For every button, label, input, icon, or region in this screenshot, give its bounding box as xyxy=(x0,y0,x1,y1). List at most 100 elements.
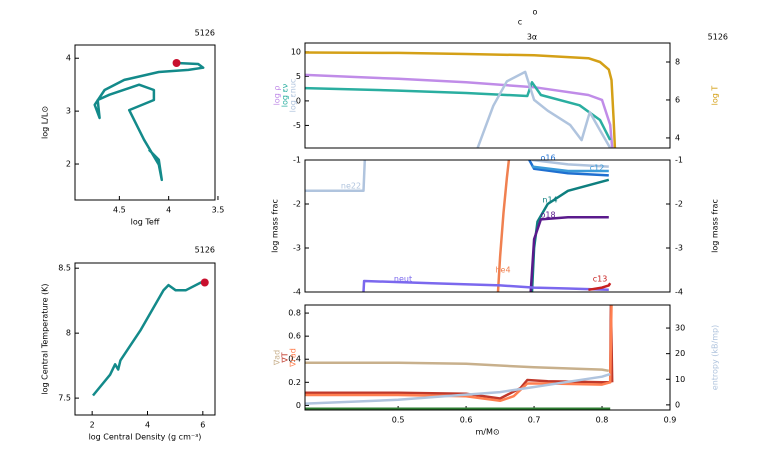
x-axis-label: m/M⊙ xyxy=(475,428,499,437)
series xyxy=(172,58,181,67)
y2-tick-label: 8 xyxy=(675,57,680,66)
series xyxy=(588,282,612,292)
line xyxy=(305,361,610,373)
series-label: log εν xyxy=(281,83,290,107)
series xyxy=(305,372,611,405)
x-tick-label: 6 xyxy=(200,421,205,430)
panel-title: 5126 xyxy=(708,33,728,42)
x-axis-label: log Teff xyxy=(131,218,160,227)
line xyxy=(305,305,613,403)
series xyxy=(496,160,511,292)
line xyxy=(496,160,511,292)
point xyxy=(200,278,209,287)
line xyxy=(305,73,614,148)
y-tick-label: 7.5 xyxy=(58,394,71,403)
plot-frame xyxy=(304,159,671,293)
y-tick-label: 4 xyxy=(66,54,71,63)
series xyxy=(305,305,613,403)
series-label: neut xyxy=(394,275,412,284)
series xyxy=(305,73,614,148)
y-tick-label: 3 xyxy=(66,107,71,116)
y-tick-label: 0.4 xyxy=(288,355,301,364)
x-tick-label: 0.6 xyxy=(460,416,473,425)
y-tick-label: 0.2 xyxy=(288,378,301,387)
y-tick-label: 8.5 xyxy=(58,264,71,273)
y2-tick-label: 0 xyxy=(675,400,680,409)
line xyxy=(531,165,609,173)
y-axis-label: log L/L⊙ xyxy=(41,106,50,139)
annotation: 3α xyxy=(527,33,537,42)
series xyxy=(92,281,205,397)
y-tick-label: -4 xyxy=(293,288,301,297)
x-tick-label: 4 xyxy=(166,206,171,215)
y-tick-label: 2 xyxy=(66,160,71,169)
series-label: ne22 xyxy=(341,182,361,191)
x-tick-label: 0.5 xyxy=(392,416,405,425)
series xyxy=(305,361,610,373)
series xyxy=(476,70,612,148)
line xyxy=(305,51,617,148)
y2-tick-label: -4 xyxy=(675,288,683,297)
series xyxy=(531,165,609,173)
y2-tick-label: -1 xyxy=(675,156,683,165)
annotation: c xyxy=(518,18,522,27)
series-label: c12 xyxy=(590,164,605,173)
y2-tick-label: 4 xyxy=(675,133,680,142)
y-tick-label: -1 xyxy=(293,156,301,165)
series xyxy=(362,279,609,292)
annotation: o xyxy=(533,8,538,17)
series-label: ∇T xyxy=(281,352,290,363)
series-label: ∇rad xyxy=(289,348,298,368)
x-tick-label: 0.7 xyxy=(528,416,541,425)
line xyxy=(528,160,609,177)
series-label: c13 xyxy=(593,275,608,284)
x-tick-label: 4.5 xyxy=(113,206,126,215)
series xyxy=(529,215,609,292)
line xyxy=(93,61,205,182)
plot-frame xyxy=(74,262,216,416)
series-label: log ρ xyxy=(273,86,282,106)
y-tick-label: 10 xyxy=(291,47,301,56)
series xyxy=(305,51,617,148)
y-tick-label: 0.6 xyxy=(288,332,301,341)
plot-frame xyxy=(74,44,216,201)
y-tick-label: 5 xyxy=(296,72,301,81)
y2-tick-label: 30 xyxy=(675,324,685,333)
line xyxy=(362,279,609,292)
y-axis-label: log Central Temperature (K) xyxy=(41,283,50,394)
line xyxy=(305,81,612,141)
y-tick-label: -3 xyxy=(293,244,301,253)
series-label: he4 xyxy=(495,266,510,275)
x-axis-label: log Central Density (g cm⁻³) xyxy=(89,433,202,442)
line xyxy=(305,372,611,405)
y-tick-label: 8 xyxy=(66,329,71,338)
series xyxy=(93,61,205,182)
y-tick-label: 0 xyxy=(296,96,301,105)
series-label: ∇ad xyxy=(273,350,282,366)
plot-frame xyxy=(304,304,671,411)
plot-frame xyxy=(304,42,671,149)
y2-axis-label: log mass frac xyxy=(711,199,720,253)
line xyxy=(305,160,609,193)
series xyxy=(305,160,609,193)
series xyxy=(528,160,609,177)
panel-title: 5126 xyxy=(195,246,215,255)
point xyxy=(172,58,181,67)
series-label: entropy (kB/mp) xyxy=(711,325,720,390)
series-label: log εnuc xyxy=(289,79,298,113)
y2-tick-label: -2 xyxy=(675,200,683,209)
series-label: n14 xyxy=(542,196,557,205)
y2-tick-label: 10 xyxy=(675,375,685,384)
y-tick-label: 0 xyxy=(296,401,301,410)
y-axis-label: log mass frac xyxy=(271,199,280,253)
y-tick-label: -5 xyxy=(293,121,301,130)
y-tick-label: -2 xyxy=(293,200,301,209)
series-label: log T xyxy=(711,86,720,106)
line xyxy=(476,70,612,148)
x-tick-label: 4 xyxy=(145,421,150,430)
y-tick-label: 0.8 xyxy=(288,309,301,318)
line xyxy=(529,215,609,292)
series-label: o16 xyxy=(540,154,555,163)
x-tick-label: 0.8 xyxy=(596,416,609,425)
